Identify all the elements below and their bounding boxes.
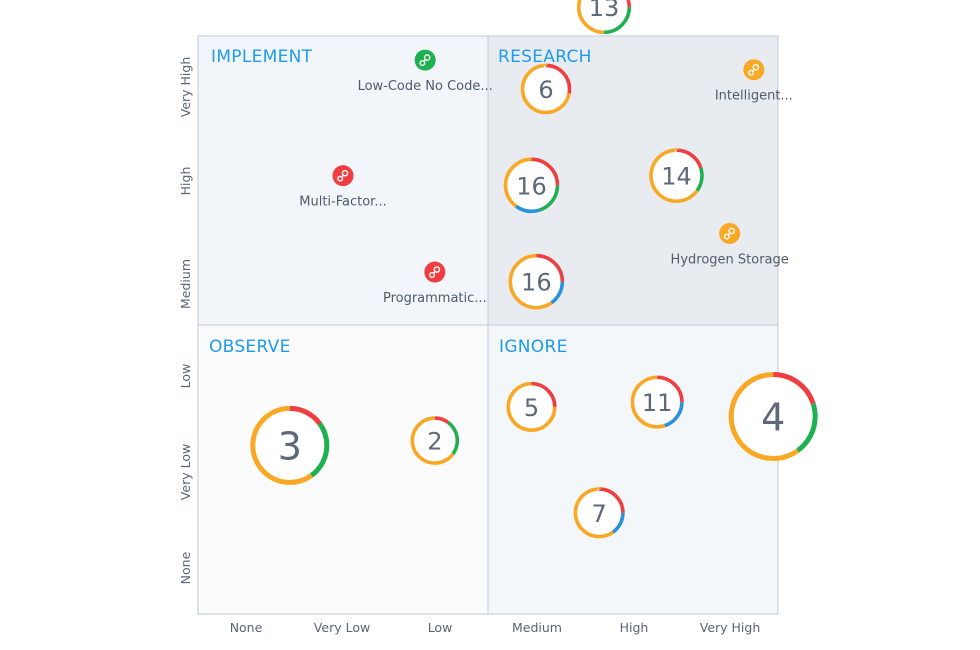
- cluster-count: 11: [642, 389, 673, 417]
- cluster-count: 14: [661, 163, 692, 191]
- cluster-count: 16: [516, 172, 547, 200]
- cluster-ring-segment-orange: [410, 416, 460, 465]
- cluster-ring-segment-green: [250, 405, 330, 485]
- technology-point-label: Hydrogen Storage: [671, 252, 789, 267]
- technology-point[interactable]: Multi-Factor...: [299, 165, 387, 210]
- cluster-count: 2: [427, 428, 442, 456]
- y-tick-label: None: [178, 551, 193, 584]
- cluster-bubble-fill: [731, 374, 816, 459]
- cluster-count: 13: [589, 0, 620, 22]
- technology-point-label: Low-Code No Code...: [358, 79, 493, 94]
- x-tick-label: None: [230, 620, 263, 635]
- y-axis: Very High High Medium Low Very Low None: [178, 57, 193, 585]
- x-tick-label: Medium: [512, 620, 562, 635]
- cluster-count: 16: [521, 269, 552, 297]
- node-link-icon: [337, 169, 349, 182]
- cluster-bubble[interactable]: 3: [250, 405, 330, 485]
- technology-point[interactable]: Hydrogen Storage: [671, 222, 789, 268]
- cluster-ring-segment-orange: [728, 372, 818, 462]
- technology-point-label: Multi-Factor...: [299, 195, 386, 210]
- cluster-ring-segment-orange: [506, 381, 557, 432]
- cluster-ring-segment-blue: [503, 157, 560, 214]
- cluster-ring-segment-orange: [250, 405, 330, 485]
- cluster-bubble-fill: [578, 0, 630, 33]
- x-tick-label: Very High: [700, 620, 761, 635]
- cluster-count: 7: [592, 500, 607, 528]
- cluster-count: 3: [278, 424, 302, 468]
- cluster-bubble[interactable]: 7: [573, 487, 625, 539]
- cluster-ring-segment-orange: [503, 157, 560, 214]
- cluster-count: 6: [538, 76, 553, 104]
- cluster-bubble-fill: [632, 377, 682, 427]
- cluster-bubble-fill: [505, 159, 558, 212]
- node-link-icon: [748, 63, 760, 76]
- cluster-bubble-fill: [575, 489, 623, 537]
- cluster-bubble-fill: [412, 418, 458, 464]
- cluster-bubble[interactable]: 4: [728, 372, 818, 462]
- cluster-ring-segment-green: [649, 148, 704, 203]
- cluster-bubble[interactable]: 11: [630, 375, 684, 429]
- y-tick-label: Very Low: [178, 444, 193, 500]
- quadrant-label-research: RESEARCH: [498, 47, 592, 67]
- cluster-count: 5: [524, 394, 539, 422]
- y-tick-label: Low: [178, 364, 193, 389]
- node-link-icon: [429, 266, 441, 279]
- cluster-bubble-fill: [522, 65, 570, 113]
- cluster-bubble-fill: [252, 408, 327, 483]
- chart-marks: 13 6 16 14 16 3 2 5 11 4 7 Low-Code No Code... Intel…: [250, 0, 818, 539]
- cluster-bubble-fill: [510, 255, 563, 308]
- quadrant-label-implement: IMPLEMENT: [211, 47, 313, 67]
- cluster-ring-segment-green: [728, 372, 818, 462]
- technology-point-label: Programmatic...: [383, 291, 487, 306]
- quadrant-label-observe: OBSERVE: [209, 337, 291, 357]
- cluster-count: 4: [761, 396, 785, 440]
- cluster-bubble-fill: [651, 150, 702, 202]
- y-tick-label: Medium: [178, 259, 193, 309]
- technology-point[interactable]: Intelligent...: [715, 59, 793, 104]
- cluster-ring-segment-green: [410, 416, 460, 465]
- technology-point[interactable]: Programmatic...: [383, 261, 487, 307]
- technology-point-label: Intelligent...: [715, 89, 793, 104]
- x-tick-label: High: [620, 620, 649, 635]
- cluster-bubble[interactable]: 13: [576, 0, 632, 35]
- cluster-ring-segment-red: [576, 0, 632, 35]
- node-link-icon: [723, 227, 735, 240]
- cluster-ring-segment-orange: [649, 148, 704, 203]
- quadrant-observe: [198, 325, 488, 614]
- quadrant-ignore: [488, 325, 778, 614]
- x-tick-label: Very Low: [314, 620, 370, 635]
- y-tick-label: High: [178, 167, 193, 196]
- x-axis: None Very Low Low Medium High Very High: [230, 620, 761, 635]
- cluster-bubble[interactable]: 5: [506, 381, 557, 432]
- cluster-ring-segment-orange: [630, 375, 684, 429]
- cluster-bubble[interactable]: 16: [503, 157, 560, 214]
- quadrant-label-ignore: IGNORE: [499, 337, 568, 357]
- cluster-bubble[interactable]: 2: [410, 416, 460, 465]
- y-tick-label: Very High: [178, 57, 193, 118]
- node-link-icon: [419, 54, 431, 67]
- cluster-ring-segment-orange: [508, 253, 565, 310]
- cluster-bubble[interactable]: 6: [520, 63, 572, 115]
- cluster-ring-segment-orange: [576, 0, 632, 35]
- cluster-ring-segment-orange: [520, 63, 572, 115]
- technology-point[interactable]: Low-Code No Code...: [358, 49, 493, 95]
- cluster-ring-segment-orange: [573, 487, 625, 539]
- cluster-bubble[interactable]: 14: [649, 148, 704, 203]
- x-tick-label: Low: [428, 620, 453, 635]
- cluster-bubble[interactable]: 16: [508, 253, 565, 310]
- cluster-ring-segment-green: [576, 0, 632, 35]
- cluster-bubble-fill: [508, 383, 555, 431]
